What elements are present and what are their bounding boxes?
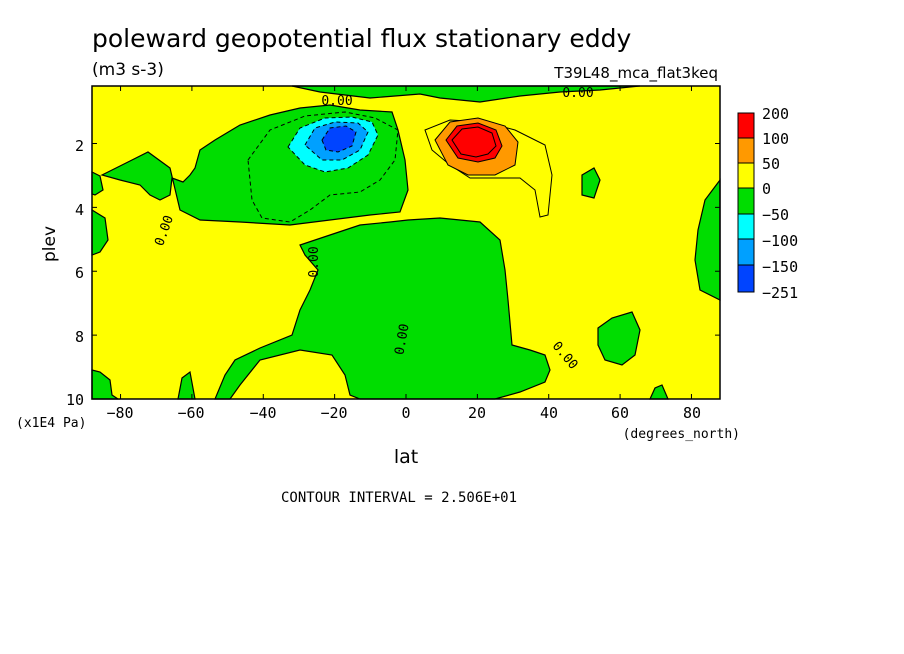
chart-title: poleward geopotential flux stationary ed… — [92, 24, 631, 53]
colorbar-label: 100 — [762, 130, 789, 148]
y-tick-label: 2 — [75, 137, 84, 155]
colorbar: 200 100 50 0 −50 −100 −150 −251 — [737, 105, 798, 302]
x-axis-label: lat — [394, 446, 418, 468]
colorbar-label: −100 — [762, 232, 798, 250]
green-region-center-column — [214, 217, 551, 400]
units-label: (m3 s-3) — [92, 60, 164, 80]
x-tick-label: −80 — [106, 404, 133, 422]
x-tick-label: −20 — [320, 404, 347, 422]
colorbar-label: −251 — [762, 284, 798, 302]
colorbar-swatch-50 — [737, 162, 755, 189]
colorbar-swatch-minus100 — [737, 238, 755, 266]
red-inner-contour — [451, 126, 497, 158]
contour-label: 0.00 — [321, 94, 352, 109]
green-region-right-small — [581, 167, 601, 199]
colorbar-label: 0 — [762, 180, 771, 198]
colorbar-swatch-0 — [737, 187, 755, 215]
colorbar-label: 200 — [762, 105, 789, 123]
experiment-label: T39L48_mca_flat3keq — [553, 64, 718, 83]
contour-label: 0.00 — [392, 323, 412, 356]
colorbar-label: −50 — [762, 206, 789, 224]
y-tick-label: 4 — [75, 201, 84, 219]
y-tick-labels: 2 4 6 8 10 — [66, 137, 84, 409]
x-tick-label: 0 — [401, 404, 410, 422]
deep-blue-region — [321, 125, 357, 153]
x-tick-labels: −80 −60 −40 −20 0 20 40 60 80 — [106, 404, 701, 422]
y-tick-label: 6 — [75, 264, 84, 282]
plot-area: 0.00 0.00 0.00 0.00 0.00 0.00 — [91, 85, 721, 400]
contour-interval-note: CONTOUR INTERVAL = 2.506E+01 — [281, 490, 517, 506]
x-tick-label: −60 — [177, 404, 204, 422]
contour-label: 0.00 — [562, 86, 593, 101]
x-tick-label: −40 — [249, 404, 276, 422]
colorbar-swatch-100 — [737, 137, 755, 164]
x-tick-label: 20 — [468, 404, 486, 422]
tick-marks — [92, 86, 720, 400]
colorbar-label: 50 — [762, 155, 780, 173]
colorbar-swatch-minus150 — [737, 264, 755, 293]
contour-neg-outer — [247, 111, 399, 223]
x-tick-label: 40 — [540, 404, 558, 422]
y-axis-units: (x1E4 Pa) — [16, 416, 86, 431]
green-region-right-blob — [597, 311, 641, 366]
x-tick-label: 80 — [683, 404, 701, 422]
y-tick-label: 8 — [75, 328, 84, 346]
contour-label: 0.00 — [307, 246, 322, 277]
colorbar-swatch-200 — [737, 112, 755, 139]
colorbar-swatch-minus50 — [737, 213, 755, 240]
y-tick-label: 10 — [66, 391, 84, 409]
y-axis-label: plev — [40, 226, 60, 262]
colorbar-label: −150 — [762, 258, 798, 276]
x-tick-label: 60 — [611, 404, 629, 422]
x-axis-units: (degrees_north) — [623, 427, 740, 442]
green-region-top — [291, 85, 641, 103]
